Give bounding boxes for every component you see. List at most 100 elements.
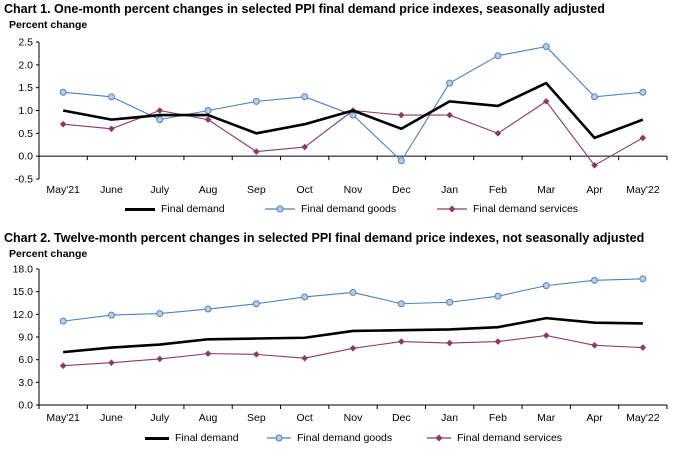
x-tick-label: Feb (489, 412, 507, 424)
data-point-final-demand-goods (397, 300, 405, 308)
data-point-final-demand-services (446, 111, 453, 119)
legend-swatch-final-demand (125, 207, 155, 211)
x-tick-label: Mar (537, 184, 556, 196)
x-tick-label: Oct (297, 184, 313, 196)
chart-1-plot: -0.5 0.0 0.5 1.0 1.5 2.0 2.5 May'21 June July Aug S… (15, 37, 668, 196)
x-tick-label: Feb (489, 184, 507, 196)
x-tick-label: Sep (247, 184, 266, 196)
data-point-final-demand-services (156, 355, 164, 363)
y-tick-label: 1.0 (18, 105, 33, 117)
x-tick-label: July (150, 184, 169, 196)
legend-label: Final demand goods (297, 432, 393, 444)
x-tick-label: May'21 (46, 412, 80, 424)
legend-swatch-final-demand-goods (265, 205, 295, 213)
y-tick-label: 12.0 (13, 309, 34, 321)
y-tick-label: 9.0 (18, 332, 33, 344)
legend-swatch-final-demand-services (437, 205, 467, 213)
data-point-final-demand-goods (446, 79, 454, 87)
data-point-final-demand-services (398, 338, 405, 345)
legend-item-final-demand: Final demand (125, 203, 265, 215)
y-tick-label: 0.5 (18, 128, 33, 140)
chart-1-title: Chart 1. One-month percent changes in se… (4, 2, 605, 16)
x-tick-label: Apr (586, 184, 603, 196)
data-point-final-demand-services (494, 338, 502, 345)
data-point-final-demand-services (398, 111, 405, 119)
data-point-final-demand-services (59, 120, 67, 128)
x-tick-label: Oct (297, 412, 313, 424)
data-point-final-demand-goods (639, 275, 647, 283)
chart-2-plot: 0.0 3.0 6.0 9.0 12.0 15.0 18.0 May'21 June July Au… (13, 264, 668, 424)
data-point-final-demand-goods (591, 93, 599, 101)
y-tick-label: 2.5 (18, 37, 33, 49)
x-tick-label: Mar (537, 412, 556, 424)
data-point-final-demand-services (446, 339, 453, 347)
y-tick-label: -0.5 (15, 174, 33, 186)
series-line-final-demand-goods (63, 278, 643, 322)
data-point-final-demand-services (591, 342, 598, 349)
legend-label: Final demand services (457, 432, 563, 444)
data-point-final-demand-goods (349, 288, 357, 296)
legend-item-final-demand-services: Final demand services (427, 432, 562, 444)
data-point-final-demand-services (301, 143, 308, 151)
data-point-final-demand-services (253, 351, 260, 358)
series-line-final-demand-goods (63, 46, 643, 162)
x-tick-label: Aug (199, 412, 218, 424)
x-tick-label: Aug (199, 184, 218, 196)
data-point-final-demand-goods (204, 107, 212, 114)
data-point-final-demand-goods (591, 276, 599, 284)
legend-label: Final demand goods (301, 203, 397, 215)
data-point-final-demand-services (639, 134, 647, 142)
data-point-final-demand-services (108, 359, 115, 366)
data-point-final-demand-services (108, 125, 115, 133)
data-point-final-demand-goods (107, 311, 115, 319)
legend-item-final-demand-goods: Final demand goods (267, 432, 427, 444)
legend-swatch-final-demand-goods (267, 434, 291, 442)
y-tick-label: 0.0 (18, 400, 33, 412)
x-tick-label: July (150, 412, 169, 424)
y-tick-label: 2.0 (18, 59, 33, 71)
data-point-final-demand-services (204, 350, 212, 357)
data-point-final-demand-goods (494, 52, 502, 60)
y-tick-label: 6.0 (18, 354, 33, 366)
data-point-final-demand-goods (446, 298, 454, 306)
legend-item-final-demand: Final demand (145, 432, 267, 444)
x-tick-label: May'22 (626, 412, 660, 424)
legend-swatch-final-demand-services (427, 434, 451, 442)
chart-1-y-axis-label: Percent change (9, 19, 88, 31)
chart-2: Chart 2. Twelve-month percent changes in… (0, 229, 683, 456)
data-point-final-demand-goods (156, 116, 164, 124)
series-line-final-demand (63, 316, 643, 354)
data-point-final-demand-goods (301, 93, 309, 101)
y-tick-label: 18.0 (13, 264, 34, 276)
data-point-final-demand-services (301, 354, 308, 362)
chart-1: Chart 1. One-month percent changes in se… (0, 0, 683, 222)
data-point-final-demand-goods (639, 88, 647, 96)
legend-swatch-final-demand (145, 436, 169, 440)
y-tick-label: 0.0 (18, 151, 33, 163)
data-point-final-demand-services (542, 332, 550, 339)
data-point-final-demand-services (639, 344, 647, 351)
x-tick-label: Dec (392, 412, 411, 424)
x-tick-label: Sep (247, 412, 266, 424)
legend-label: Final demand (161, 203, 225, 215)
x-tick-label: June (100, 184, 123, 196)
data-point-final-demand-services (204, 116, 212, 123)
data-point-final-demand-goods (252, 97, 260, 105)
data-point-final-demand-services (156, 107, 164, 114)
y-tick-label: 3.0 (18, 377, 33, 389)
x-tick-label: Jan (441, 184, 458, 196)
chart-1-legend: Final demand Final demand goods Final de… (125, 203, 578, 215)
series-line-final-demand (62, 81, 644, 140)
x-tick-label: Nov (344, 412, 363, 424)
data-point-final-demand-goods (204, 305, 212, 313)
data-point-final-demand-goods (156, 310, 164, 318)
legend-item-final-demand-services: Final demand services (437, 203, 578, 215)
y-tick-label: 15.0 (13, 286, 34, 298)
x-tick-label: Nov (344, 184, 363, 196)
data-point-final-demand-services (591, 162, 598, 169)
y-tick-label: 1.5 (18, 82, 33, 94)
x-tick-label: Jan (441, 412, 458, 424)
data-point-final-demand-services (542, 98, 550, 105)
data-point-final-demand-goods (494, 292, 502, 300)
data-point-final-demand-goods (301, 293, 309, 301)
